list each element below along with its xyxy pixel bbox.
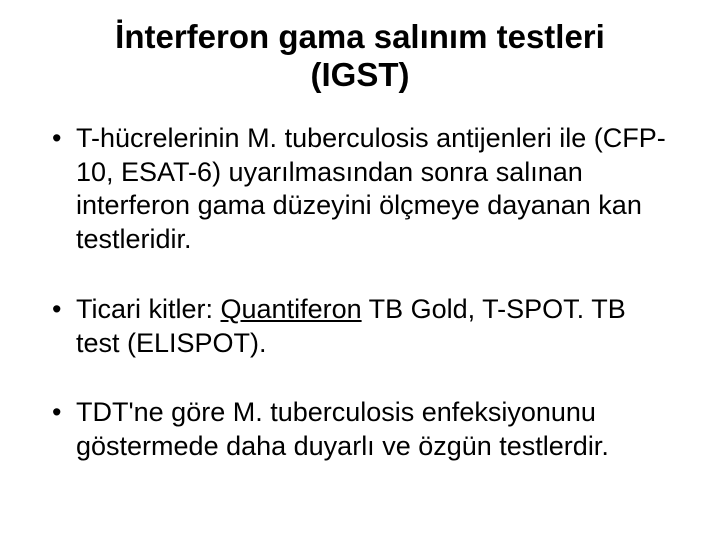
bullet-underlined: Quantiferon [221, 294, 362, 324]
bullet-list: T-hücrelerinin M. tuberculosis antijenle… [48, 122, 672, 464]
title-line-1: İnterferon gama salınım testleri [115, 18, 605, 55]
bullet-text: TDT'ne göre M. tuberculosis enfeksiyonun… [76, 397, 609, 461]
slide-title: İnterferon gama salınım testleri (IGST) [48, 18, 672, 94]
title-line-2: (IGST) [311, 56, 410, 93]
list-item: T-hücrelerinin M. tuberculosis antijenle… [48, 122, 672, 257]
bullet-text: T-hücrelerinin M. tuberculosis antijenle… [76, 123, 666, 254]
list-item: TDT'ne göre M. tuberculosis enfeksiyonun… [48, 396, 672, 464]
list-item: Ticari kitler: Quantiferon TB Gold, T-SP… [48, 293, 672, 361]
bullet-prefix: Ticari kitler: [76, 294, 221, 324]
